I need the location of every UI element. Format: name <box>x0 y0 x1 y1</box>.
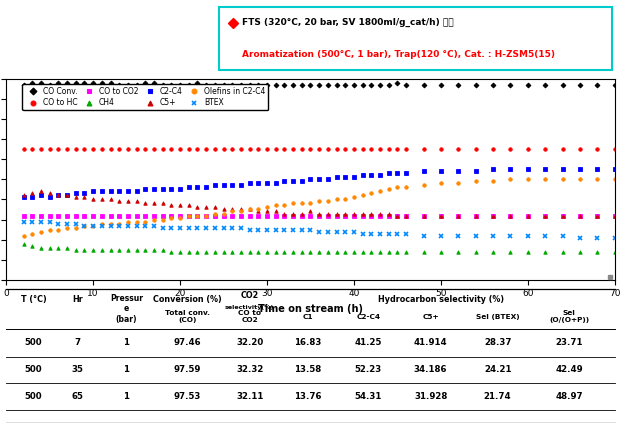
Text: 31.928: 31.928 <box>414 392 447 401</box>
Text: CO2: CO2 <box>240 291 259 300</box>
Text: Hr: Hr <box>72 295 83 304</box>
Text: 13.76: 13.76 <box>294 392 321 401</box>
Text: 52.23: 52.23 <box>355 365 382 374</box>
Text: Aromatization (500°C, 1 bar), Trap(120 °C), Cat. : H-ZSM5(15): Aromatization (500°C, 1 bar), Trap(120 °… <box>242 49 555 58</box>
Text: 7: 7 <box>75 338 81 347</box>
Text: 23.71: 23.71 <box>555 338 583 347</box>
Text: 32.11: 32.11 <box>236 392 263 401</box>
Text: 32.20: 32.20 <box>236 338 263 347</box>
Text: Total conv.
(CO): Total conv. (CO) <box>165 310 210 323</box>
Text: Pressur
e
(bar): Pressur e (bar) <box>110 294 143 324</box>
Text: 97.46: 97.46 <box>173 338 201 347</box>
Text: 1: 1 <box>124 338 129 347</box>
Text: 54.31: 54.31 <box>355 392 382 401</box>
Text: Sel
(O/(O+P)): Sel (O/(O+P)) <box>549 310 589 323</box>
Text: 48.97: 48.97 <box>555 392 583 401</box>
Text: CO to
CO2: CO to CO2 <box>238 310 261 323</box>
Text: 21.74: 21.74 <box>484 392 512 401</box>
Text: 65: 65 <box>72 392 84 401</box>
Text: 500: 500 <box>25 365 42 374</box>
Text: C2-C4: C2-C4 <box>356 314 381 320</box>
Text: C1: C1 <box>302 314 313 320</box>
Text: 35: 35 <box>72 365 84 374</box>
Text: 42.49: 42.49 <box>555 365 583 374</box>
Text: 32.32: 32.32 <box>236 365 263 374</box>
Text: 24.21: 24.21 <box>484 365 511 374</box>
Text: 16.83: 16.83 <box>294 338 321 347</box>
Text: Sel (BTEX): Sel (BTEX) <box>476 314 519 320</box>
FancyBboxPatch shape <box>219 7 612 70</box>
Text: 500: 500 <box>25 338 42 347</box>
Text: 1: 1 <box>124 392 129 401</box>
Text: 500: 500 <box>25 392 42 401</box>
Text: 41.25: 41.25 <box>355 338 382 347</box>
Text: 13.58: 13.58 <box>294 365 321 374</box>
Text: 97.53: 97.53 <box>174 392 201 401</box>
Text: 97.59: 97.59 <box>174 365 201 374</box>
Text: Hydrocarbon selectivity (%): Hydrocarbon selectivity (%) <box>378 295 504 304</box>
Text: 34.186: 34.186 <box>414 365 448 374</box>
Text: selectivity(%): selectivity(%) <box>225 305 274 310</box>
Text: Conversion (%): Conversion (%) <box>153 295 222 304</box>
Text: T (°C): T (°C) <box>20 295 47 304</box>
Text: 28.37: 28.37 <box>484 338 511 347</box>
X-axis label: Time on stream (h): Time on stream (h) <box>258 304 363 314</box>
Legend: CO Conv., CO to HC, CO to CO2, CH4, C2-C4, C5+, Olefins in C2-C4, BTEX: CO Conv., CO to HC, CO to CO2, CH4, C2-C… <box>22 84 268 110</box>
Text: 1: 1 <box>124 365 129 374</box>
Text: C5+: C5+ <box>422 314 439 320</box>
Text: 41.914: 41.914 <box>414 338 448 347</box>
Text: FTS (320°C, 20 bar, SV 1800ml/g_cat/h) 고정: FTS (320°C, 20 bar, SV 1800ml/g_cat/h) 고… <box>242 18 454 27</box>
